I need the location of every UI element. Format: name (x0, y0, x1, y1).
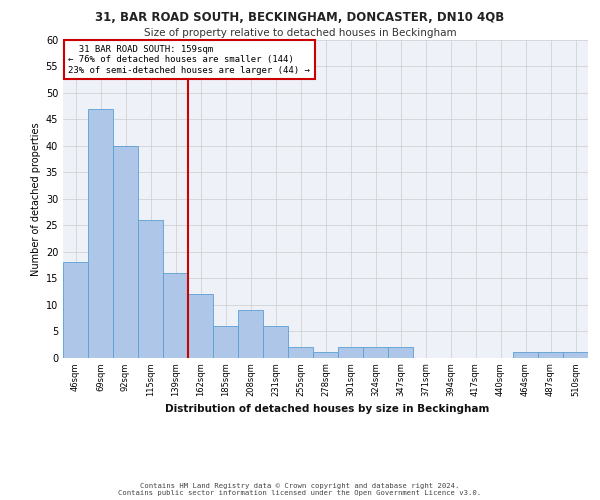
Bar (138, 220, 163, 358)
Text: Distribution of detached houses by size in Beckingham: Distribution of detached houses by size … (165, 404, 489, 414)
Bar (188, 294, 213, 358)
Bar (113, 146, 138, 358)
Bar (288, 347, 313, 358)
Bar (313, 352, 338, 358)
Bar (563, 352, 588, 358)
Text: 31, BAR ROAD SOUTH, BECKINGHAM, DONCASTER, DN10 4QB: 31, BAR ROAD SOUTH, BECKINGHAM, DONCASTE… (95, 11, 505, 24)
Bar (538, 352, 563, 358)
Y-axis label: Number of detached properties: Number of detached properties (31, 122, 41, 276)
Bar (63, 262, 88, 358)
Bar (163, 273, 188, 357)
Bar (263, 326, 288, 358)
Bar (513, 352, 538, 358)
Text: Size of property relative to detached houses in Beckingham: Size of property relative to detached ho… (143, 28, 457, 38)
Bar (238, 310, 263, 358)
Bar (388, 347, 413, 358)
Bar (363, 347, 388, 358)
Text: 31 BAR ROAD SOUTH: 159sqm
← 76% of detached houses are smaller (144)
23% of semi: 31 BAR ROAD SOUTH: 159sqm ← 76% of detac… (68, 45, 310, 74)
Bar (213, 326, 238, 358)
Bar (338, 347, 363, 358)
Bar (88, 109, 113, 358)
Text: Contains HM Land Registry data © Crown copyright and database right 2024.
Contai: Contains HM Land Registry data © Crown c… (118, 483, 482, 496)
